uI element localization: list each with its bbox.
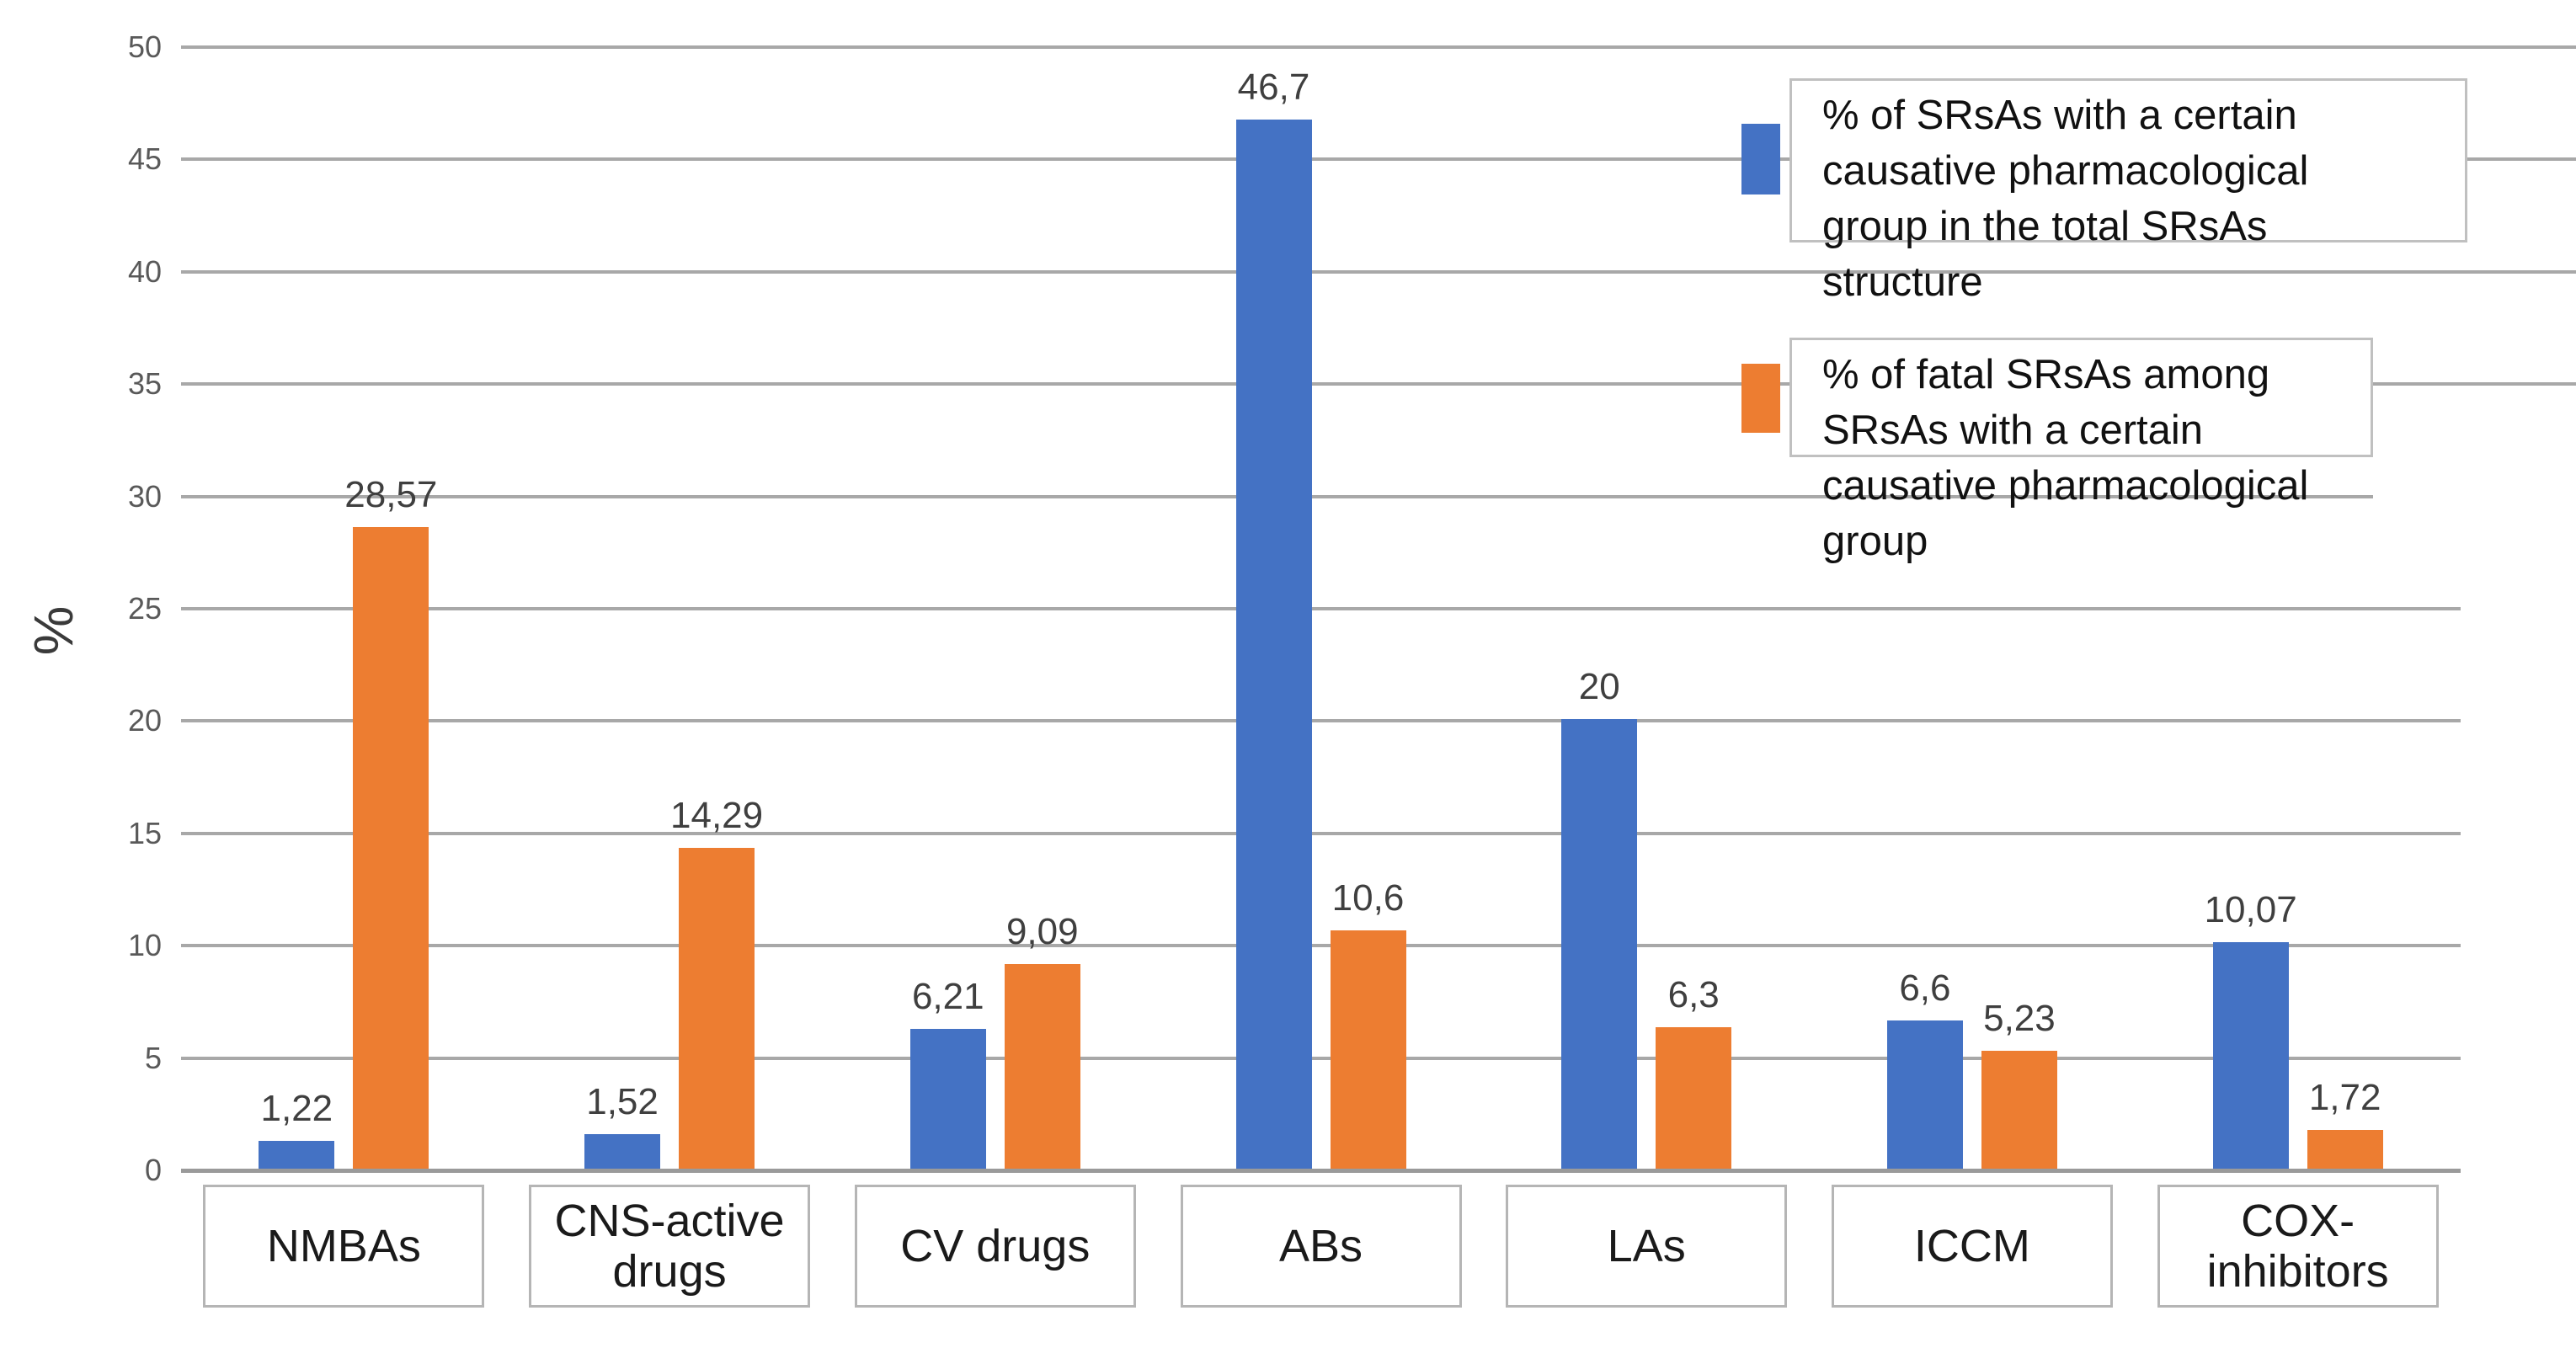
value-label: 6,3 [1667,973,1720,1015]
category-box-2: CNS-active drugs [529,1185,811,1308]
value-label: 28,57 [344,473,438,515]
value-label: 10,6 [1331,877,1405,919]
gridline-35 [181,382,2576,386]
bar-orange-6 [1981,1051,2057,1169]
value-label: 6,6 [1899,967,1951,1009]
bar-blue-2 [584,1134,661,1169]
bar-blue-7 [2212,942,2289,1169]
y-axis-tick-label: 35 [127,366,162,402]
legend-swatch-orange [1741,364,1780,433]
gridline-40 [181,269,2576,274]
category-box-1: NMBAs [203,1185,485,1308]
y-axis-tick-label: 40 [127,253,162,289]
gridline-5 [181,1056,2461,1060]
legend-swatch-blue [1741,124,1780,194]
bar-blue-1 [259,1141,335,1169]
value-label: 9,09 [1005,911,1079,953]
bar-orange-7 [2307,1130,2383,1169]
gridline-10 [181,944,2461,948]
gridline-45 [181,157,2576,162]
gridline-50 [181,45,2576,49]
legend-entry-1: % of SRsAs with a certain causative phar… [1789,78,2467,305]
value-label: 6,21 [911,976,984,1018]
bar-blue-3 [909,1029,986,1169]
y-axis-tick-label: 20 [127,703,162,738]
category-box-5: LAs [1506,1185,1788,1308]
bar-blue-6 [1886,1020,1963,1169]
category-box-4: ABs [1180,1185,1462,1308]
y-axis-tick-label: 15 [127,815,162,850]
value-label: 1,72 [2308,1077,2381,1119]
value-label: 14,29 [670,794,764,836]
value-label: 20 [1578,666,1620,708]
y-axis-tick-label: 0 [144,1153,162,1187]
y-axis-tick-label: 45 [127,141,162,177]
y-axis-tick-label: 25 [127,591,162,626]
category-box-6: ICCM [1831,1185,2113,1308]
y-axis-tick-label: 50 [127,29,162,64]
value-label: 1,52 [586,1081,659,1123]
value-label: 1,22 [260,1088,333,1130]
category-box-3: CV drugs [854,1185,1136,1308]
value-label: 10,07 [2204,889,2297,931]
value-label: 5,23 [1983,998,2056,1040]
bar-blue-4 [1235,120,1312,1169]
legend-entry-2: % of fatal SRsAs among SRsAs with a cert… [1789,338,2373,564]
y-axis-tick-label: 30 [127,478,162,514]
value-label: 46,7 [1237,67,1310,109]
bar-orange-4 [1330,930,1406,1169]
bar-orange-3 [1004,964,1080,1169]
y-axis-tick-label: 10 [127,928,162,963]
bar-orange-2 [679,847,755,1169]
bar-orange-1 [353,526,429,1169]
category-box-7: COX-inhibitors [2157,1185,2439,1308]
gridline-15 [181,831,2461,835]
gridline-20 [181,719,2461,723]
bar-orange-5 [1656,1026,1732,1169]
gridline-25 [181,607,2461,610]
bar-blue-5 [1561,719,1638,1169]
y-axis-tick-label: 5 [144,1040,162,1075]
gridline-0 [181,1169,2461,1173]
